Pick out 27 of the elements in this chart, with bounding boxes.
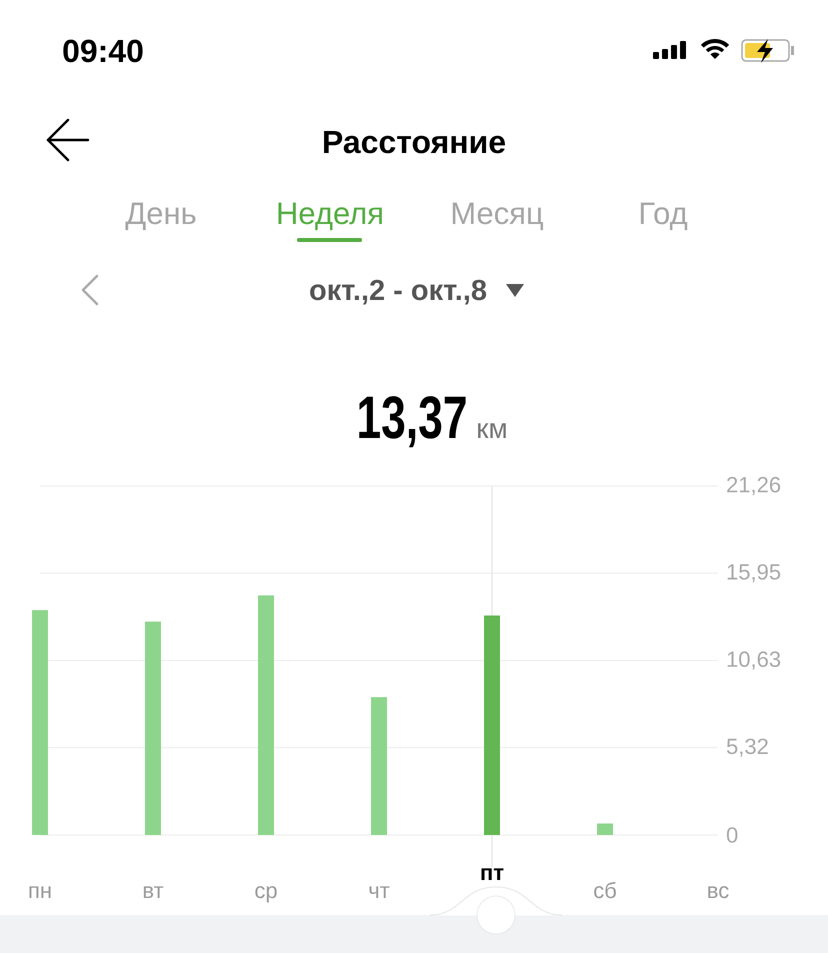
text: День <box>125 202 196 230</box>
x-tick-label: чт <box>370 886 390 898</box>
bar <box>484 616 500 835</box>
chart-title: Расстояние <box>324 130 505 154</box>
text: Месяц <box>452 202 544 230</box>
bar <box>145 622 161 835</box>
bar <box>32 610 48 835</box>
x-tick-label: вт <box>144 886 164 898</box>
y-tick-label: 15,95 <box>728 564 780 582</box>
y-tick-label: 5,32 <box>726 738 768 757</box>
x-tick-label: вс <box>708 886 729 898</box>
text: Год <box>640 202 688 230</box>
bar <box>258 595 274 835</box>
text: окт.,2 - окт.,8 <box>310 280 486 304</box>
text: км <box>478 423 506 438</box>
bar <box>371 697 387 835</box>
y-tick-label: 0 <box>726 827 738 843</box>
bar <box>597 824 613 835</box>
x-tick-label: пн <box>29 886 51 898</box>
x-tick-label: сб <box>594 882 616 898</box>
x-tick-label: ср <box>255 886 277 903</box>
text: Неделя <box>278 202 382 230</box>
x-tick-label: пт <box>482 868 504 880</box>
y-tick-label: 21,26 <box>727 476 780 496</box>
y-tick-label: 10,63 <box>728 651 780 670</box>
text: 13,37 <box>359 396 466 448</box>
text: 09:40 <box>63 40 143 62</box>
